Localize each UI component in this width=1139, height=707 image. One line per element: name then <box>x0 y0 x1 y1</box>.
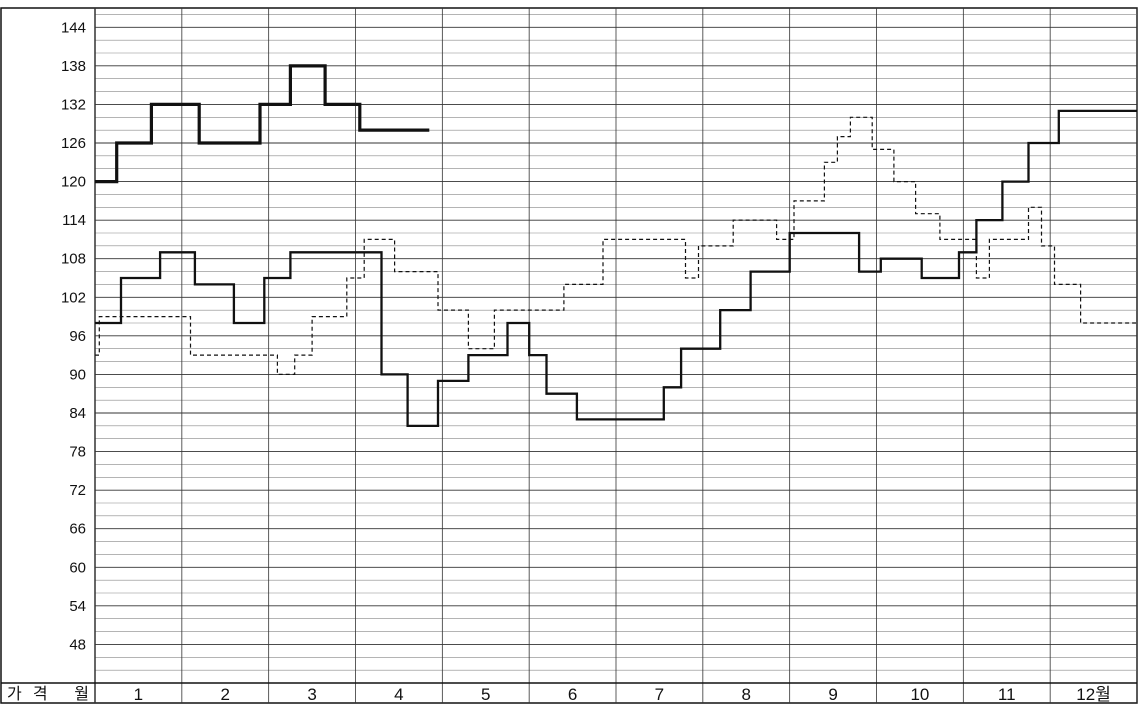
y-tick-label: 102 <box>61 289 86 306</box>
month-label: 2 <box>221 685 230 704</box>
month-label: 11 <box>998 685 1016 704</box>
month-label: 4 <box>394 685 403 704</box>
month-label: 1 <box>134 685 143 704</box>
y-tick-label: 84 <box>69 405 86 422</box>
y-tick-label: 138 <box>61 58 86 75</box>
y-tick-label: 78 <box>69 444 86 461</box>
y-tick-label: 66 <box>69 521 86 538</box>
month-label: 3 <box>307 685 316 704</box>
month-label: 5 <box>481 685 490 704</box>
month-label: 8 <box>742 685 751 704</box>
month-label: 10 <box>910 685 929 704</box>
month-label: 12월 <box>1076 685 1111 704</box>
y-tick-label: 108 <box>61 251 86 268</box>
series-line-dashed <box>95 116 1137 375</box>
month-label: 9 <box>828 685 837 704</box>
y-tick-label: 144 <box>61 19 86 36</box>
month-label: 6 <box>568 685 577 704</box>
x-axis-label: 가격 월 <box>7 685 89 703</box>
series-line-solid <box>95 109 1137 428</box>
series-line-thick-solid <box>95 64 430 184</box>
month-label: 7 <box>655 685 664 704</box>
y-tick-label: 48 <box>69 636 86 653</box>
y-tick-label: 126 <box>61 135 86 152</box>
y-tick-label: 72 <box>69 482 86 499</box>
y-tick-label: 120 <box>61 174 86 191</box>
gridlines <box>94 8 1138 703</box>
y-tick-label: 54 <box>69 598 86 615</box>
chart-frame <box>0 7 1138 704</box>
y-tick-label: 114 <box>62 212 86 229</box>
series-lines <box>95 64 1137 428</box>
y-tick-label: 60 <box>69 559 86 576</box>
y-axis-ticks: 144 138 132 126 120 114 108 102 96 90 84 78 72 66 60 54… <box>61 19 86 653</box>
y-tick-label: 96 <box>69 328 86 345</box>
x-axis-months: 1 2 3 4 5 6 7 8 9 10 11 12월 <box>134 685 1111 704</box>
y-tick-label: 90 <box>69 366 86 383</box>
y-tick-label: 132 <box>61 96 86 113</box>
